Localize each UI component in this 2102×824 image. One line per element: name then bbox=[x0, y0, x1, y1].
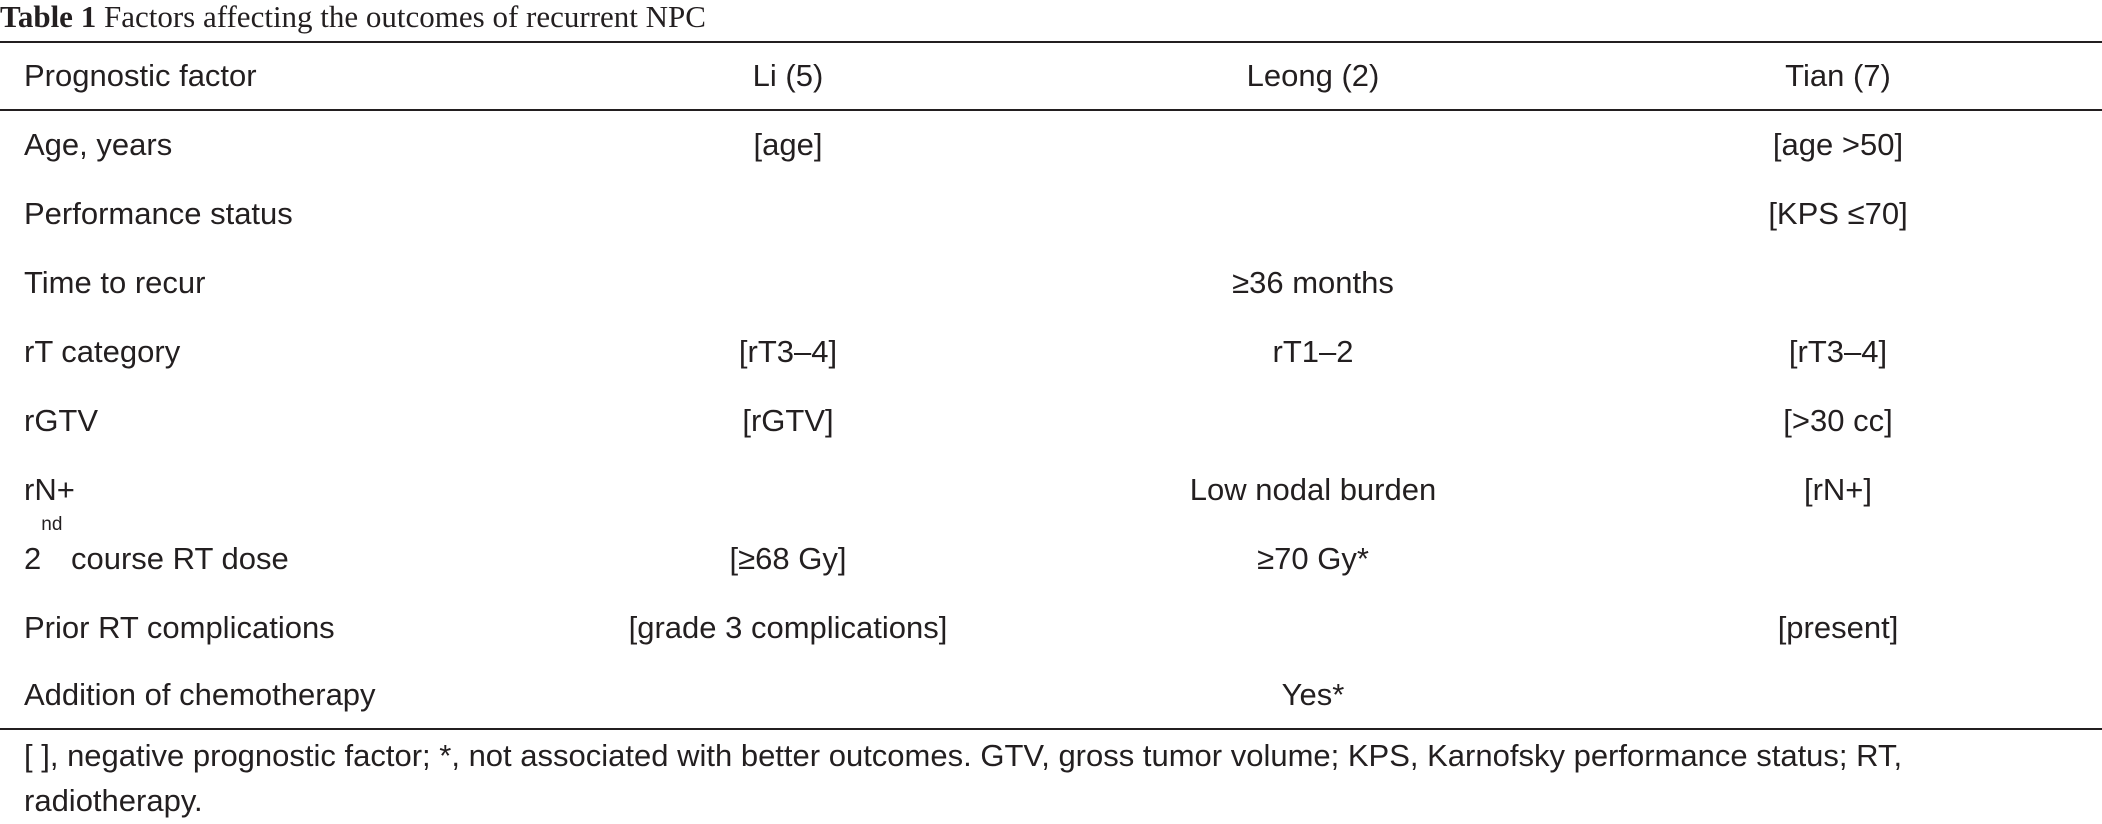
row-leong bbox=[1013, 391, 1613, 451]
row-factor-prefix: 2 bbox=[24, 541, 42, 576]
row-factor: rT category bbox=[24, 334, 181, 369]
row-leong: Yes* bbox=[1281, 677, 1345, 712]
row-tian: [rT3–4] bbox=[1788, 334, 1888, 369]
row-tian bbox=[1538, 665, 2102, 725]
table-header-row: Prognostic factor Li (5) Leong (2) Tian … bbox=[0, 46, 2102, 106]
row-factor: rGTV bbox=[24, 403, 99, 438]
table-row: rGTV [rGTV] [>30 cc] bbox=[0, 391, 2102, 451]
table-row: Time to recur ≥36 months bbox=[0, 253, 2102, 313]
row-leong bbox=[1013, 598, 1613, 658]
row-li: [rGTV] bbox=[742, 403, 834, 438]
table-caption: Table 1 Factors affecting the outcomes o… bbox=[0, 0, 706, 38]
row-tian bbox=[1538, 529, 2102, 589]
row-factor-superscript: nd bbox=[41, 514, 63, 535]
bottom-rule bbox=[0, 728, 2102, 730]
row-factor: Performance status bbox=[24, 196, 293, 231]
table-row: Prior RT complications [grade 3 complica… bbox=[0, 598, 2102, 658]
row-li: [≥68 Gy] bbox=[729, 541, 847, 576]
table-row: Age, years [age] [age >50] bbox=[0, 115, 2102, 175]
row-factor-text: course RT dose bbox=[62, 541, 289, 576]
row-leong: rT1–2 bbox=[1272, 334, 1354, 369]
row-tian: [rN+] bbox=[1803, 472, 1873, 507]
row-factor: rN+ bbox=[24, 472, 75, 507]
row-li: [age] bbox=[753, 127, 823, 162]
table-row: 2 nd course RT dose [≥68 Gy] ≥70 Gy* bbox=[0, 515, 2102, 589]
row-li bbox=[488, 665, 1088, 725]
table-row: rT category [rT3–4] rT1–2 [rT3–4] bbox=[0, 322, 2102, 382]
header-rule bbox=[0, 109, 2102, 111]
row-factor: Age, years bbox=[24, 127, 173, 162]
header-prognostic-factor: Prognostic factor bbox=[24, 58, 257, 93]
row-leong: ≥70 Gy* bbox=[1257, 541, 1369, 576]
table-row: Addition of chemotherapy Yes* bbox=[0, 665, 2102, 725]
row-tian: [present] bbox=[1777, 610, 1899, 645]
table-footnote: [ ], negative prognostic factor; *, not … bbox=[24, 738, 1903, 818]
row-factor: Addition of chemotherapy bbox=[24, 677, 376, 712]
row-li: [rT3–4] bbox=[738, 334, 838, 369]
table-row: Performance status [KPS ≤70] bbox=[0, 184, 2102, 244]
row-li: [grade 3 complications] bbox=[628, 610, 948, 645]
row-li bbox=[488, 184, 1088, 244]
row-leong bbox=[1013, 115, 1613, 175]
table-caption-label: Table 1 bbox=[0, 0, 97, 34]
row-leong bbox=[1013, 184, 1613, 244]
row-factor: Prior RT complications bbox=[24, 610, 335, 645]
table-caption-title: Factors affecting the outcomes of recurr… bbox=[103, 0, 706, 34]
row-factor: Time to recur bbox=[24, 265, 206, 300]
header-leong: Leong (2) bbox=[1246, 58, 1380, 93]
table-row: rN+ Low nodal burden [rN+] bbox=[0, 460, 2102, 520]
row-leong: ≥36 months bbox=[1232, 265, 1394, 300]
row-li bbox=[488, 460, 1088, 520]
top-rule bbox=[0, 41, 2102, 43]
row-tian bbox=[1538, 253, 2102, 313]
header-tian: Tian (7) bbox=[1785, 58, 1891, 93]
row-tian: [KPS ≤70] bbox=[1768, 196, 1908, 231]
row-tian: [age >50] bbox=[1772, 127, 1904, 162]
row-factor: 2 nd course RT dose bbox=[24, 515, 289, 589]
row-leong: Low nodal burden bbox=[1189, 472, 1437, 507]
row-tian: [>30 cc] bbox=[1783, 403, 1893, 438]
row-li bbox=[488, 253, 1088, 313]
header-li: Li (5) bbox=[752, 58, 824, 93]
